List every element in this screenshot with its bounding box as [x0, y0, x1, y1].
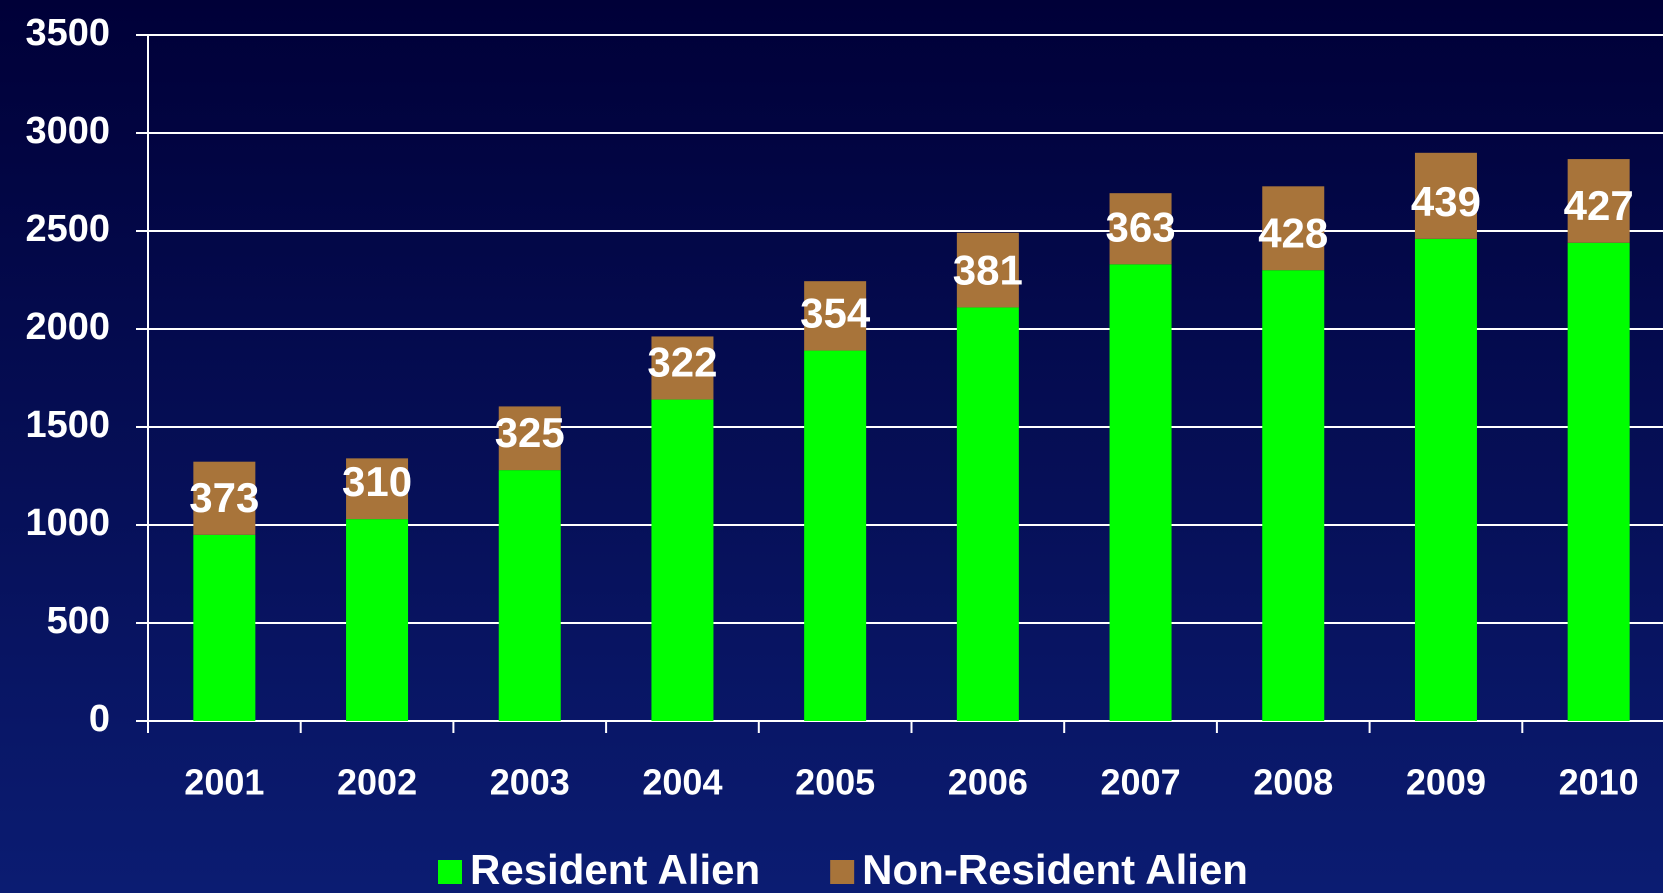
bar-segment	[346, 458, 409, 520]
data-label: 354	[800, 290, 871, 337]
bar-segment	[346, 519, 409, 721]
data-label: 427	[1564, 182, 1634, 229]
x-tick-label: 2005	[795, 762, 875, 803]
x-tick-label: 2002	[337, 762, 417, 803]
x-tick-label: 2007	[1101, 762, 1181, 803]
bar-segment	[651, 336, 714, 400]
bar-segment	[193, 461, 256, 535]
legend-swatch	[438, 860, 462, 884]
bar-segment	[956, 307, 1019, 721]
y-tick-label: 0	[89, 698, 110, 740]
data-label: 325	[495, 409, 565, 456]
data-label: 363	[1106, 203, 1176, 250]
data-label: 439	[1411, 178, 1481, 225]
data-label: 373	[189, 474, 259, 521]
x-tick-label: 2006	[948, 762, 1028, 803]
bar-segment	[804, 281, 867, 351]
data-label: 322	[647, 339, 717, 386]
x-tick-label: 2004	[642, 762, 722, 803]
bar-segment	[1414, 152, 1477, 239]
bar-segment	[1109, 193, 1172, 265]
bar-segment	[1262, 186, 1325, 271]
legend-label: Non-Resident Alien	[862, 846, 1248, 893]
x-tick-label: 2008	[1253, 762, 1333, 803]
y-tick-label: 3500	[25, 12, 110, 54]
legend-label: Resident Alien	[470, 846, 760, 893]
data-label: 310	[342, 458, 412, 505]
bar-segment	[956, 232, 1019, 308]
bar-segment	[1567, 159, 1630, 243]
bar-segment	[1109, 264, 1172, 721]
bar-segment	[498, 406, 561, 471]
x-tick-label: 2001	[184, 762, 264, 803]
data-label: 428	[1258, 209, 1328, 256]
bar-segment	[498, 470, 561, 721]
x-tick-label: 2009	[1406, 762, 1486, 803]
y-tick-label: 1000	[25, 502, 110, 544]
bar-segment	[651, 399, 714, 721]
bar-segment	[193, 534, 256, 721]
y-tick-label: 1500	[25, 404, 110, 446]
bar-segment	[1567, 242, 1630, 721]
bar-segment	[1414, 238, 1477, 721]
y-tick-label: 3000	[25, 110, 110, 152]
legend-swatch	[830, 860, 855, 884]
y-tick-label: 2500	[25, 208, 110, 250]
y-tick-label: 2000	[25, 306, 110, 348]
y-tick-label: 500	[47, 600, 110, 642]
bar-segment	[1262, 270, 1325, 721]
x-tick-label: 2003	[490, 762, 570, 803]
data-label: 381	[953, 247, 1023, 294]
x-tick-label: 2010	[1559, 762, 1639, 803]
bar-segment	[804, 350, 867, 721]
